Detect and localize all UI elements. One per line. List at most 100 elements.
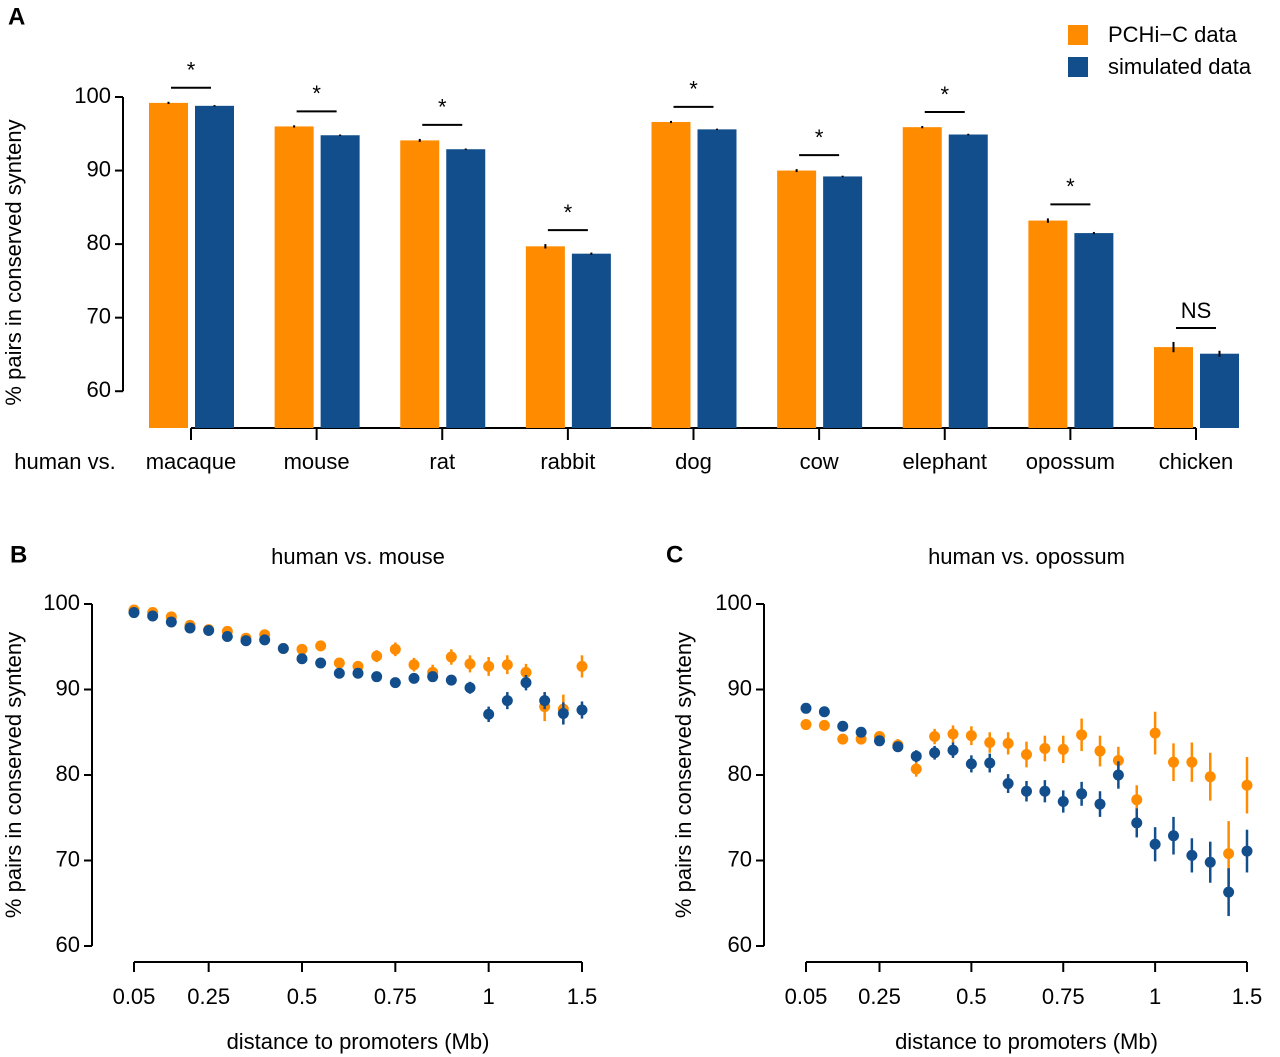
data-point <box>1223 886 1235 898</box>
data-point <box>483 708 495 720</box>
data-point <box>1021 748 1032 760</box>
data-point <box>1002 778 1014 790</box>
bar <box>948 134 988 428</box>
data-point <box>1186 849 1198 861</box>
bar <box>274 126 314 428</box>
data-point <box>576 660 588 672</box>
y-axis-label: % pairs in conserved synteny <box>1 632 26 918</box>
data-point <box>800 719 812 731</box>
data-point <box>165 616 177 628</box>
data-point <box>965 730 977 742</box>
y-tick-label: 100 <box>74 83 111 108</box>
data-point <box>837 720 849 732</box>
data-point <box>464 682 476 694</box>
data-point <box>501 659 513 671</box>
data-point <box>520 677 532 689</box>
data-point <box>557 707 569 719</box>
data-point <box>1131 794 1143 806</box>
data-point <box>1241 779 1253 791</box>
data-point <box>1039 785 1051 797</box>
data-point <box>184 622 196 634</box>
x-tick-label: 0.5 <box>956 984 987 1009</box>
significance-label: NS <box>1181 298 1212 323</box>
significance-label: * <box>689 77 698 102</box>
data-point <box>389 677 401 689</box>
bar <box>400 140 440 429</box>
data-point <box>520 666 532 678</box>
x-tick-label: 0.25 <box>858 984 901 1009</box>
significance-label: * <box>187 58 196 83</box>
bar <box>525 246 565 428</box>
data-point <box>892 741 904 753</box>
data-point <box>1057 796 1069 808</box>
y-tick-label: 70 <box>87 303 111 328</box>
data-point <box>910 750 922 762</box>
data-point <box>1076 788 1088 800</box>
data-point <box>1076 729 1088 741</box>
significance-label: * <box>438 95 447 120</box>
x-axis-label: distance to promoters (Mb) <box>895 1029 1158 1054</box>
data-point <box>1112 769 1124 781</box>
data-point <box>1204 771 1216 783</box>
data-point <box>464 658 476 670</box>
data-point <box>333 657 345 669</box>
data-point <box>408 672 420 684</box>
y-tick-label: 80 <box>728 761 752 786</box>
y-tick-label: 60 <box>56 932 80 957</box>
x-tick-label: 0.25 <box>187 984 230 1009</box>
x-tick-label: 0.05 <box>113 984 156 1009</box>
data-point <box>483 660 495 672</box>
x-tick-label: dog <box>675 449 712 474</box>
legend-swatch <box>1068 57 1088 77</box>
data-point <box>1094 798 1106 810</box>
panel-letter: A <box>8 3 25 30</box>
data-point <box>333 667 345 679</box>
chart-title: human vs. mouse <box>271 544 445 569</box>
data-point <box>240 635 252 647</box>
data-point <box>1149 838 1161 850</box>
x-tick-label: 1 <box>483 984 495 1009</box>
y-tick-label: 70 <box>56 846 80 871</box>
x-tick-label: chicken <box>1159 449 1234 474</box>
data-point <box>1168 830 1179 842</box>
significance-label: * <box>1066 174 1075 199</box>
x-axis-label: distance to promoters (Mb) <box>227 1029 490 1054</box>
bar <box>1028 220 1068 428</box>
data-point <box>1223 848 1235 860</box>
y-tick-label: 80 <box>56 761 80 786</box>
y-tick-label: 90 <box>56 675 80 700</box>
data-point <box>147 610 159 622</box>
y-tick-label: 90 <box>87 156 111 181</box>
x-tick-label: 0.75 <box>374 984 417 1009</box>
data-point <box>1002 737 1014 749</box>
bar <box>1154 347 1193 428</box>
bar <box>697 129 737 428</box>
significance-label: * <box>815 125 824 150</box>
x-tick-label: macaque <box>146 449 237 474</box>
data-point <box>128 607 140 619</box>
bar <box>320 135 360 428</box>
data-point <box>371 671 383 683</box>
y-axis-label: % pairs in conserved synteny <box>671 632 696 918</box>
x-tick-label: 0.05 <box>785 984 828 1009</box>
data-point <box>929 731 941 743</box>
bar <box>149 102 188 428</box>
data-point <box>315 640 327 652</box>
data-point <box>910 763 922 775</box>
data-point <box>929 747 941 759</box>
data-point <box>800 702 812 714</box>
data-point <box>277 642 289 654</box>
data-point <box>947 744 959 756</box>
data-point <box>1186 756 1198 768</box>
y-tick-label: 60 <box>728 932 752 957</box>
data-point <box>1112 754 1124 766</box>
data-point <box>445 674 457 686</box>
significance-label: * <box>940 82 949 107</box>
chart-title: human vs. opossum <box>928 544 1125 569</box>
y-tick-label: 60 <box>87 377 111 402</box>
data-point <box>221 630 233 642</box>
legend-swatch <box>1068 25 1088 45</box>
data-point <box>1168 756 1179 768</box>
data-point <box>296 643 308 655</box>
data-point <box>315 657 327 669</box>
